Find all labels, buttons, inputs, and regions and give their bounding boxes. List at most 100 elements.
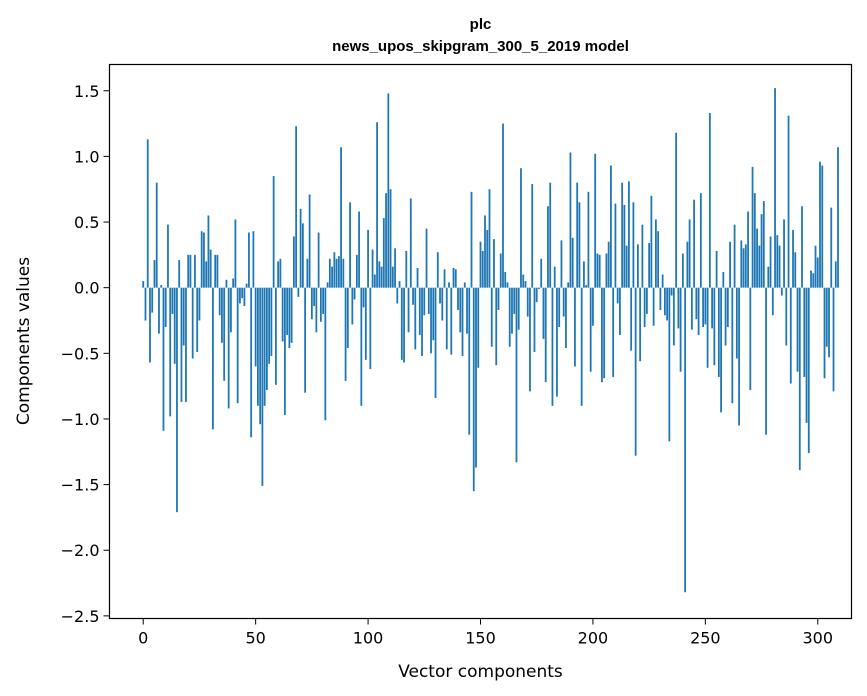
bar	[459, 287, 462, 333]
bar	[353, 287, 356, 300]
bar	[630, 287, 633, 351]
bar	[612, 287, 615, 377]
bar	[380, 266, 383, 288]
bar	[598, 254, 601, 288]
bar	[461, 287, 464, 356]
bar	[376, 122, 378, 288]
bar	[317, 232, 320, 288]
bar	[221, 287, 223, 343]
bar	[427, 287, 430, 314]
bar	[583, 261, 585, 288]
bar	[261, 287, 264, 486]
x-tick-label: 300	[802, 629, 833, 648]
bar	[236, 287, 239, 404]
bar	[268, 287, 271, 364]
bar	[670, 287, 673, 296]
bar	[821, 165, 824, 288]
bar	[756, 228, 758, 288]
bar	[704, 287, 707, 325]
bar	[837, 147, 839, 288]
bar	[367, 229, 369, 288]
bar	[448, 282, 450, 288]
bar	[493, 239, 495, 288]
bar	[200, 231, 203, 288]
bar	[198, 287, 201, 321]
bar	[322, 287, 325, 314]
bar	[619, 287, 621, 335]
bar	[313, 287, 316, 307]
chart-subtitle: news_upos_skipgram_300_5_2019 model	[332, 38, 629, 55]
bar	[542, 287, 545, 339]
bar	[702, 287, 704, 328]
bar	[477, 287, 480, 368]
bar	[634, 287, 637, 456]
bar	[648, 243, 651, 288]
bar	[616, 287, 619, 304]
bar	[540, 258, 543, 288]
bar	[621, 182, 624, 288]
bar	[252, 231, 255, 288]
bar	[389, 189, 392, 288]
bar	[699, 193, 702, 288]
bar	[257, 287, 259, 406]
x-tick-label: 50	[245, 629, 265, 648]
bar	[549, 182, 552, 288]
bar	[499, 253, 502, 288]
plot-area	[109, 64, 852, 619]
bar	[639, 287, 642, 362]
bar	[580, 287, 583, 406]
bar	[194, 254, 196, 288]
bar	[636, 244, 639, 288]
bar	[601, 287, 603, 383]
bar	[587, 191, 590, 288]
bar	[731, 287, 734, 404]
bar	[643, 287, 646, 328]
bar	[259, 287, 262, 425]
bar	[225, 279, 228, 288]
bar	[585, 285, 588, 288]
bar	[749, 287, 752, 391]
x-tick-label: 150	[465, 629, 496, 648]
bar	[502, 123, 504, 288]
bar	[265, 287, 268, 391]
bar	[729, 241, 731, 288]
bar	[569, 152, 572, 288]
bar	[158, 287, 160, 334]
bar	[254, 287, 257, 367]
bar	[180, 287, 183, 402]
bar	[560, 240, 563, 288]
bar	[167, 224, 169, 288]
bar	[672, 287, 675, 346]
bar	[506, 282, 509, 288]
bar	[758, 245, 761, 288]
bar	[801, 206, 803, 288]
bar	[594, 153, 597, 288]
bar	[155, 182, 158, 288]
bar	[556, 287, 558, 397]
bar	[780, 287, 783, 296]
bar	[517, 287, 520, 330]
bar	[149, 287, 151, 363]
bar	[677, 287, 680, 329]
bar	[771, 287, 774, 316]
bar	[544, 287, 547, 383]
bar	[234, 219, 237, 288]
x-tick-label: 0	[138, 629, 148, 648]
chart-title: plc	[470, 16, 492, 33]
bar	[693, 199, 696, 288]
bar	[418, 287, 421, 335]
bar	[481, 250, 484, 288]
bar	[342, 258, 345, 288]
bar	[535, 287, 538, 303]
bar	[470, 191, 473, 288]
y-tick-label: 0.0	[74, 279, 99, 298]
bar	[328, 258, 331, 288]
bar	[738, 287, 740, 426]
bar	[819, 161, 821, 288]
bar	[398, 281, 401, 288]
bar	[403, 287, 405, 363]
bar	[466, 287, 468, 334]
bar	[695, 287, 698, 320]
bar	[315, 287, 318, 333]
